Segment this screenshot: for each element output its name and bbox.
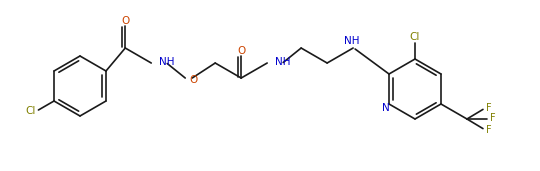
Text: Cl: Cl bbox=[25, 106, 36, 116]
Text: NH: NH bbox=[345, 36, 360, 46]
Text: O: O bbox=[189, 75, 198, 85]
Text: F: F bbox=[486, 125, 492, 135]
Text: O: O bbox=[237, 46, 245, 56]
Text: O: O bbox=[121, 16, 130, 26]
Text: Cl: Cl bbox=[410, 32, 420, 42]
Text: N: N bbox=[382, 103, 390, 113]
Text: F: F bbox=[490, 113, 496, 123]
Text: NH: NH bbox=[275, 57, 291, 67]
Text: F: F bbox=[486, 103, 492, 113]
Text: NH: NH bbox=[159, 57, 175, 67]
